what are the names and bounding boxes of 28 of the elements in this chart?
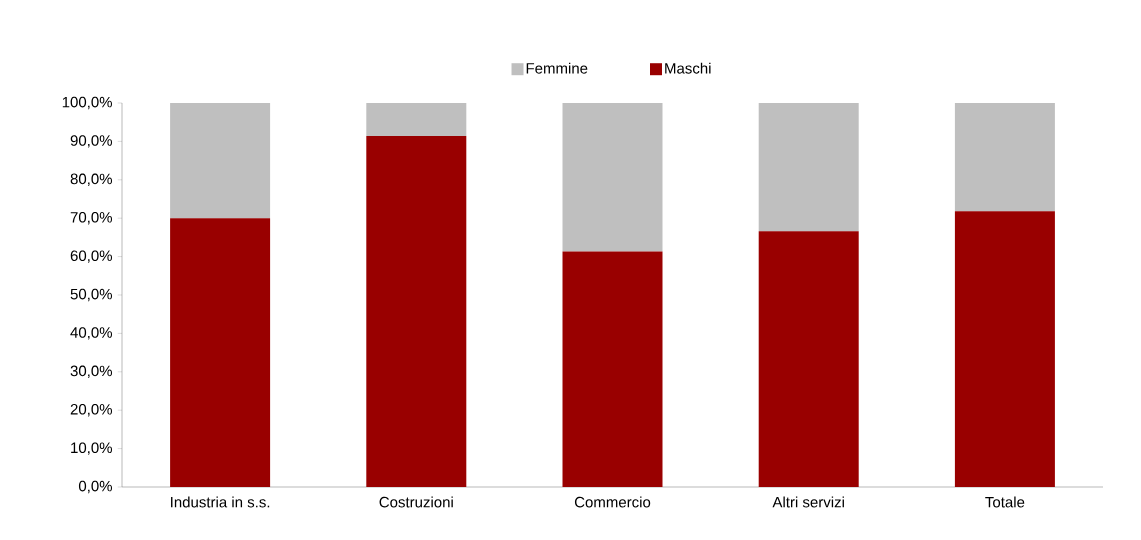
- bar: [758, 231, 859, 487]
- y-tick-label: 30,0%: [70, 365, 112, 378]
- x-tick-label: Commercio: [574, 496, 651, 508]
- x-tick-label: Costruzioni: [379, 496, 453, 508]
- bar: [170, 102, 271, 219]
- bar: [758, 102, 859, 232]
- bar: [366, 136, 467, 487]
- y-tick-label: 100,0%: [62, 96, 112, 110]
- bar: [562, 102, 663, 252]
- bar: [954, 102, 1055, 212]
- y-tick-label: 0,0%: [78, 480, 113, 494]
- y-tick-label: 50,0%: [70, 288, 112, 302]
- bar: [562, 251, 663, 487]
- bar: [954, 211, 1055, 487]
- y-tick-label: 90,0%: [70, 135, 112, 148]
- x-tick-label: Totale: [985, 496, 1025, 508]
- bar: [366, 102, 467, 137]
- y-tick-label: 60,0%: [70, 250, 112, 263]
- x-tick-label: Industria in s.s.: [171, 496, 270, 508]
- y-tick-label: 10,0%: [71, 442, 112, 455]
- legend-label: Femmine: [526, 62, 588, 74]
- x-tick-label: Altri servizi: [772, 496, 844, 508]
- y-tick-label: 80,0%: [70, 173, 112, 186]
- y-tick-label: 40,0%: [70, 327, 112, 340]
- y-tick-label: 20,0%: [70, 404, 112, 417]
- y-tick-label: 70,0%: [70, 212, 112, 225]
- legend-label: Maschi: [665, 62, 711, 74]
- bar: [170, 218, 271, 487]
